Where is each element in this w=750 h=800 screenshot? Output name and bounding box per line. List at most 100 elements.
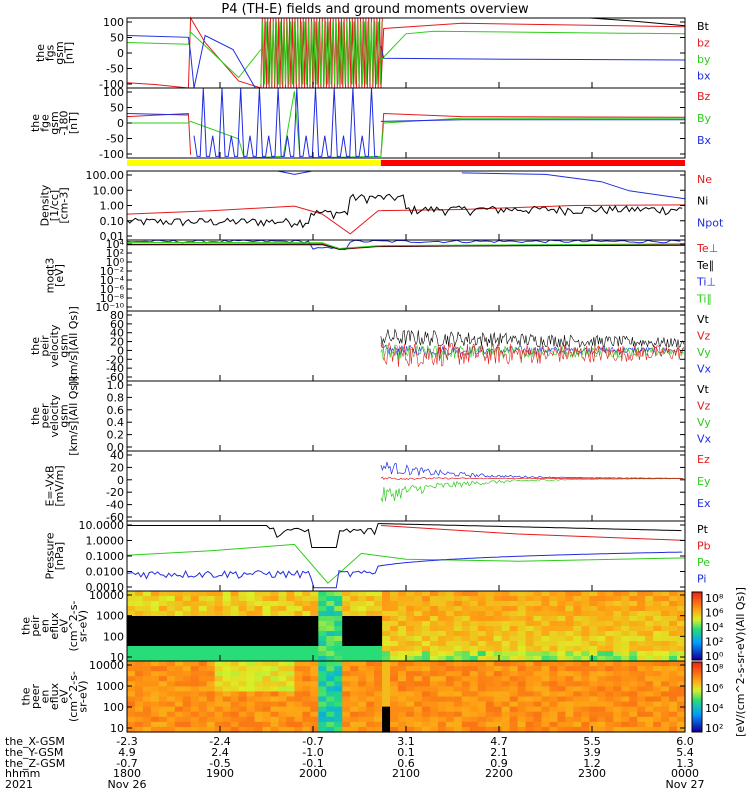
spec-peer-cell bbox=[127, 681, 136, 687]
spec-peer-cell bbox=[413, 671, 423, 677]
spec-peir-cell bbox=[637, 601, 646, 607]
spec-peer-cell bbox=[326, 696, 335, 703]
spec-peer-cell bbox=[358, 661, 367, 667]
spec-peer-cell bbox=[501, 676, 511, 682]
spec-peer-cell bbox=[597, 706, 606, 713]
spec-peer-cell bbox=[246, 696, 256, 703]
spec-peir-cell bbox=[629, 606, 638, 612]
spec-peir-cell bbox=[493, 601, 503, 607]
spec-peer-cell bbox=[637, 701, 646, 708]
spec-peir-cell bbox=[198, 651, 208, 657]
spec-peer-cell bbox=[246, 661, 256, 667]
spec-peir-cell bbox=[541, 641, 551, 647]
spec-peir-cell bbox=[374, 601, 383, 607]
spec-peir-cell bbox=[182, 651, 192, 657]
spec-peir-cell bbox=[310, 656, 319, 662]
spec-peir-cell bbox=[461, 596, 471, 602]
spec-peir-cell bbox=[398, 646, 407, 652]
spec-peir-cell bbox=[350, 646, 359, 652]
spec-peir-cell bbox=[222, 606, 232, 612]
spec-peer-cell bbox=[605, 691, 614, 698]
y-tick-label: 1.0 bbox=[107, 379, 125, 392]
spec-peer-cell bbox=[198, 676, 208, 682]
spec-peer-cell bbox=[302, 721, 311, 728]
spec-peer-cell bbox=[366, 711, 375, 718]
spec-peir-cell bbox=[477, 596, 487, 602]
spec-peir-cell bbox=[613, 606, 622, 612]
spec-peir-cell bbox=[142, 646, 152, 652]
spec-peir-cell bbox=[581, 601, 590, 607]
spec-peer-cell bbox=[573, 666, 582, 672]
spec-peer-cell bbox=[278, 686, 288, 693]
y-tick-label: 0.0010 bbox=[86, 581, 125, 594]
spec-peir-cell bbox=[669, 616, 678, 622]
y-tick-label: 0.01 bbox=[100, 230, 125, 243]
spec-peir-cell bbox=[533, 631, 543, 637]
spec-peer-cell bbox=[238, 701, 248, 708]
spec-peir-cell bbox=[350, 621, 359, 627]
spec-peer-cell bbox=[597, 711, 606, 718]
spec-peer-cell bbox=[238, 681, 248, 687]
spec-peer-cell bbox=[645, 666, 654, 672]
spec-peir-cell bbox=[310, 616, 319, 622]
spec-peir-cell bbox=[127, 611, 136, 617]
spec-peer-cell bbox=[270, 706, 280, 713]
spec-peer-cell bbox=[166, 681, 176, 687]
spec-peer-cell bbox=[190, 671, 200, 677]
spec-peir-cell bbox=[581, 651, 590, 657]
spec-peer-cell bbox=[533, 696, 543, 703]
series-fge-bx-burst bbox=[193, 87, 378, 157]
spec-peer-cell bbox=[509, 691, 519, 698]
spec-peir-cell bbox=[286, 616, 295, 622]
colorbar-cell bbox=[692, 722, 702, 726]
spec-peir-cell bbox=[206, 646, 216, 652]
spec-peir-cell bbox=[645, 601, 654, 607]
spec-peir-cell bbox=[238, 616, 248, 622]
spec-peir-cell bbox=[190, 641, 200, 647]
spec-peir-cell bbox=[262, 641, 272, 647]
footer-label: the_X-GSM bbox=[5, 735, 65, 748]
spec-peer-cell bbox=[461, 701, 471, 708]
spec-peer-cell bbox=[390, 711, 399, 718]
y-axis-label: [nPa] bbox=[53, 542, 66, 570]
spec-peir-cell bbox=[262, 651, 272, 657]
spec-peir-cell bbox=[358, 616, 367, 622]
spec-peir-cell bbox=[142, 601, 152, 607]
spec-peer-cell bbox=[222, 661, 232, 667]
spec-peer-cell bbox=[158, 671, 168, 677]
spec-peir-cell bbox=[222, 646, 232, 652]
spec-peer-cell bbox=[485, 706, 495, 713]
spec-peir-cell bbox=[557, 631, 567, 637]
spec-peir-cell bbox=[310, 596, 319, 602]
spec-peir-cell bbox=[533, 636, 543, 642]
spec-peir-cell bbox=[398, 621, 407, 627]
spec-peer-cell bbox=[621, 716, 630, 723]
spec-peer-cell bbox=[342, 681, 351, 687]
spec-peer-cell bbox=[661, 681, 670, 687]
spec-peir-cell bbox=[142, 626, 152, 632]
spec-peir-cell bbox=[278, 641, 288, 647]
spec-peer-cell bbox=[557, 686, 567, 693]
spec-peir-cell bbox=[286, 646, 295, 652]
spec-peer-cell bbox=[477, 706, 487, 713]
spec-peir-cell bbox=[334, 631, 343, 637]
spec-peir-cell bbox=[669, 606, 678, 612]
spec-peer-cell bbox=[565, 721, 574, 728]
spec-peer-cell bbox=[645, 726, 654, 733]
spec-peer-cell bbox=[246, 716, 256, 723]
spec-peer-cell bbox=[565, 706, 574, 713]
spec-peer-cell bbox=[390, 706, 399, 713]
spec-peer-cell bbox=[190, 676, 200, 682]
spec-peer-cell bbox=[517, 661, 527, 667]
spec-peer-cell bbox=[366, 726, 375, 733]
spec-peer-cell bbox=[278, 666, 288, 672]
spec-peir-cell bbox=[509, 641, 519, 647]
spec-peir-cell bbox=[294, 621, 303, 627]
spec-peer-cell bbox=[437, 711, 447, 718]
spec-peer-cell bbox=[437, 671, 447, 677]
spec-peir-cell bbox=[382, 651, 391, 657]
spec-peir-cell bbox=[222, 591, 232, 597]
spec-peir-cell bbox=[142, 631, 152, 637]
spec-peer-cell bbox=[493, 676, 503, 682]
spec-peir-cell bbox=[637, 596, 646, 602]
